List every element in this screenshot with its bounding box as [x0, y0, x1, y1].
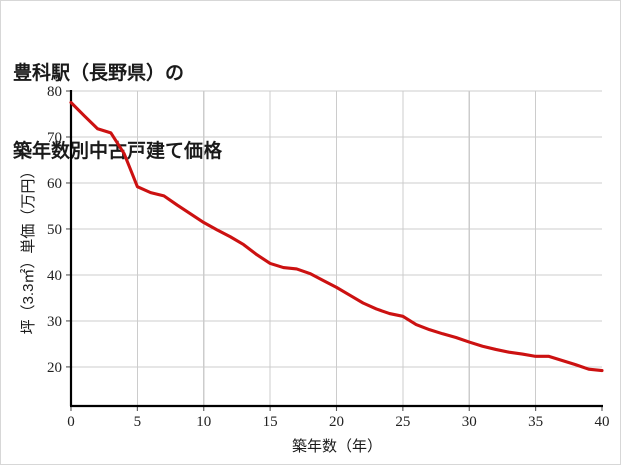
x-tick-label: 25 [395, 414, 410, 430]
chart-title-line-1: 豊科駅（長野県）の [13, 63, 185, 84]
x-tick-label: 0 [67, 414, 75, 430]
x-tick-label: 20 [329, 414, 344, 430]
x-tick-label: 5 [134, 414, 142, 430]
x-axis-title: 築年数（年） [292, 437, 382, 455]
x-tick-label: 30 [462, 414, 477, 430]
tick-marks [66, 90, 603, 411]
y-tick-label: 40 [47, 268, 62, 284]
x-tick-label: 10 [196, 414, 211, 430]
y-tick-label: 60 [47, 176, 62, 192]
y-tick-label: 80 [47, 84, 62, 100]
y-tick-label: 30 [47, 314, 62, 330]
y-tick-label: 50 [47, 222, 62, 238]
series-line-坪単価 [69, 100, 604, 373]
y-tick-label: 20 [47, 360, 62, 376]
chart-title: 豊科駅（長野県）の 築年数別中古戸建て価格 [13, 9, 573, 217]
y-tick-label: 70 [47, 130, 62, 146]
x-tick-label: 35 [528, 414, 543, 430]
x-tick-labels: 0 5 10 15 20 25 30 35 40 [67, 414, 609, 430]
x-tick-label: 15 [263, 414, 278, 430]
chart-title-line-2: 築年数別中古戸建て価格 [13, 141, 223, 162]
y-tick-labels: 20 30 40 50 60 70 80 [47, 84, 62, 376]
grid-lines [71, 90, 602, 406]
x-tick-label: 40 [595, 414, 610, 430]
data-series [69, 100, 604, 373]
axis-lines [69, 90, 603, 408]
y-axis-title: 坪（3.3㎡）単価（万円） [20, 164, 37, 335]
